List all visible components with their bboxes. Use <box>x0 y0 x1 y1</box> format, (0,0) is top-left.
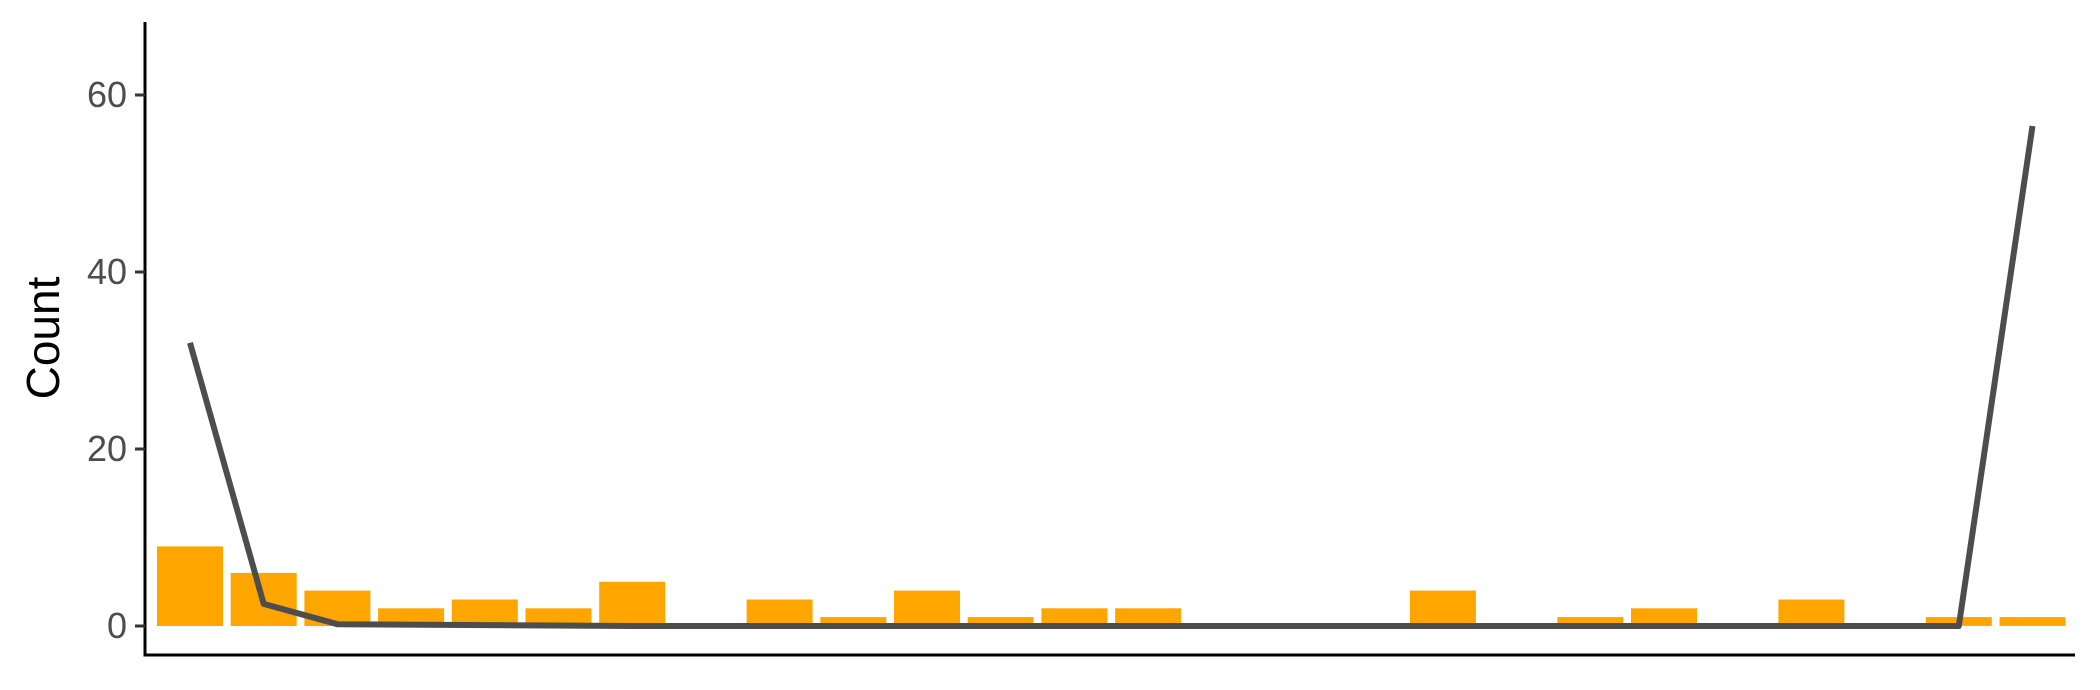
bar <box>894 590 960 626</box>
bar <box>1409 590 1476 626</box>
bar <box>820 617 887 626</box>
y-axis: 0 20 40 60 <box>87 22 147 657</box>
bars-group <box>157 546 2066 627</box>
y-axis-title: Count <box>17 276 69 399</box>
bar <box>1557 617 1624 626</box>
bar <box>525 608 592 626</box>
bar <box>1115 608 1182 626</box>
bar <box>599 581 666 627</box>
bar <box>1999 617 2066 626</box>
bar <box>1041 608 1108 626</box>
y-tick-label: 0 <box>107 605 127 646</box>
bar <box>451 599 518 626</box>
density-line <box>187 125 2036 629</box>
bar <box>1778 599 1845 626</box>
bar <box>157 546 223 626</box>
y-tick-label: 40 <box>87 251 127 292</box>
bar <box>967 617 1034 626</box>
bar <box>1631 608 1697 626</box>
y-tick-label: 20 <box>87 428 127 469</box>
bar <box>746 599 813 626</box>
y-tick-label: 60 <box>87 74 127 115</box>
